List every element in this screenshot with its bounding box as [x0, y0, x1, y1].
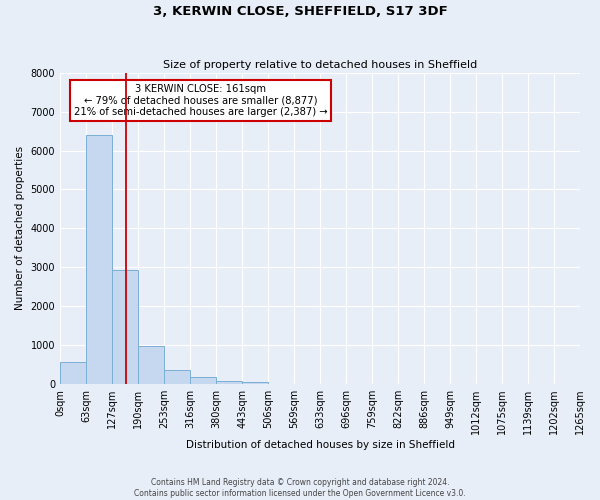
Bar [86, 135, 112, 384]
Title: Size of property relative to detached houses in Sheffield: Size of property relative to detached ho… [163, 60, 477, 70]
Text: 3, KERWIN CLOSE, SHEFFIELD, S17 3DF: 3, KERWIN CLOSE, SHEFFIELD, S17 3DF [152, 5, 448, 18]
Bar [190, 378, 216, 384]
Bar [216, 381, 242, 384]
Text: 3 KERWIN CLOSE: 161sqm
← 79% of detached houses are smaller (8,877)
21% of semi-: 3 KERWIN CLOSE: 161sqm ← 79% of detached… [74, 84, 327, 117]
Bar [242, 382, 268, 384]
Bar [112, 270, 138, 384]
Text: Contains HM Land Registry data © Crown copyright and database right 2024.
Contai: Contains HM Land Registry data © Crown c… [134, 478, 466, 498]
Bar [60, 362, 86, 384]
Y-axis label: Number of detached properties: Number of detached properties [15, 146, 25, 310]
Bar [138, 346, 164, 384]
Bar [164, 370, 190, 384]
X-axis label: Distribution of detached houses by size in Sheffield: Distribution of detached houses by size … [185, 440, 455, 450]
